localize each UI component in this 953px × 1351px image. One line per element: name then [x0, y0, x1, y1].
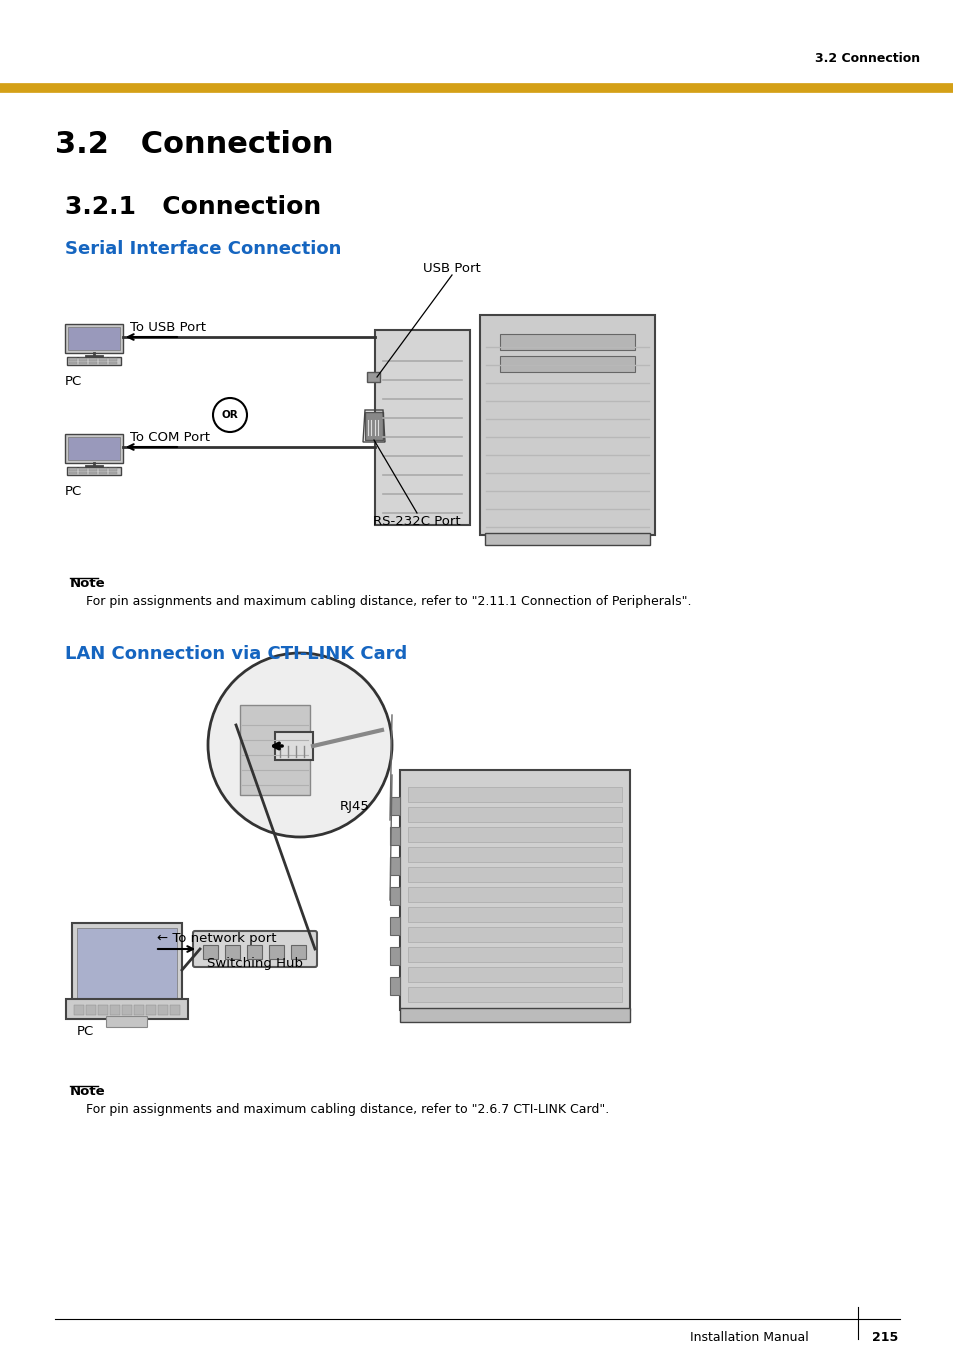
Text: 215: 215 [871, 1331, 898, 1344]
FancyBboxPatch shape [499, 357, 635, 372]
FancyBboxPatch shape [193, 931, 316, 967]
FancyBboxPatch shape [79, 362, 87, 363]
FancyBboxPatch shape [247, 944, 262, 959]
FancyBboxPatch shape [170, 1005, 180, 1015]
FancyBboxPatch shape [74, 1005, 84, 1015]
FancyBboxPatch shape [269, 944, 284, 959]
FancyBboxPatch shape [408, 907, 621, 921]
FancyBboxPatch shape [479, 315, 655, 535]
FancyBboxPatch shape [71, 923, 182, 1005]
Text: Switching Hub: Switching Hub [207, 957, 303, 970]
FancyBboxPatch shape [109, 358, 117, 361]
Text: 3.2   Connection: 3.2 Connection [55, 130, 334, 159]
FancyBboxPatch shape [367, 372, 379, 382]
Text: To USB Port: To USB Port [130, 322, 206, 334]
FancyBboxPatch shape [77, 928, 177, 1000]
FancyBboxPatch shape [122, 1005, 132, 1015]
Text: PC: PC [65, 485, 82, 499]
FancyBboxPatch shape [399, 770, 629, 1011]
Text: USB Port: USB Port [423, 262, 480, 276]
FancyBboxPatch shape [390, 857, 399, 875]
FancyBboxPatch shape [390, 917, 399, 935]
FancyBboxPatch shape [133, 1005, 144, 1015]
FancyBboxPatch shape [408, 807, 621, 821]
FancyBboxPatch shape [109, 467, 117, 470]
FancyBboxPatch shape [408, 927, 621, 942]
Text: 3.2 Connection: 3.2 Connection [814, 51, 919, 65]
Text: Note: Note [70, 577, 106, 590]
FancyBboxPatch shape [408, 788, 621, 802]
FancyBboxPatch shape [79, 471, 87, 474]
FancyBboxPatch shape [69, 362, 77, 363]
FancyBboxPatch shape [390, 797, 399, 815]
Text: RS-232C Port: RS-232C Port [373, 515, 460, 528]
FancyBboxPatch shape [110, 1005, 120, 1015]
FancyBboxPatch shape [65, 324, 123, 353]
Text: For pin assignments and maximum cabling distance, refer to "2.6.7 CTI-LINK Card": For pin assignments and maximum cabling … [70, 1102, 609, 1116]
FancyBboxPatch shape [203, 944, 218, 959]
FancyBboxPatch shape [274, 732, 313, 761]
FancyBboxPatch shape [225, 944, 240, 959]
FancyBboxPatch shape [408, 888, 621, 902]
FancyBboxPatch shape [408, 867, 621, 882]
Text: PC: PC [65, 376, 82, 388]
FancyBboxPatch shape [86, 1005, 96, 1015]
FancyBboxPatch shape [408, 947, 621, 962]
FancyBboxPatch shape [390, 977, 399, 994]
FancyBboxPatch shape [408, 988, 621, 1002]
FancyBboxPatch shape [66, 998, 188, 1019]
FancyBboxPatch shape [99, 467, 107, 470]
FancyBboxPatch shape [291, 944, 306, 959]
FancyBboxPatch shape [67, 467, 121, 476]
FancyBboxPatch shape [240, 705, 310, 794]
FancyBboxPatch shape [390, 947, 399, 965]
FancyBboxPatch shape [68, 327, 120, 350]
FancyBboxPatch shape [408, 827, 621, 842]
FancyBboxPatch shape [365, 412, 382, 440]
FancyBboxPatch shape [146, 1005, 156, 1015]
Text: PC: PC [77, 1025, 94, 1038]
FancyBboxPatch shape [98, 1005, 108, 1015]
FancyBboxPatch shape [69, 471, 77, 474]
FancyBboxPatch shape [67, 357, 121, 365]
FancyBboxPatch shape [65, 434, 123, 463]
FancyBboxPatch shape [69, 358, 77, 361]
FancyBboxPatch shape [499, 334, 635, 350]
Text: For pin assignments and maximum cabling distance, refer to "2.11.1 Connection of: For pin assignments and maximum cabling … [70, 594, 691, 608]
Text: Note: Note [70, 1085, 106, 1098]
FancyBboxPatch shape [69, 467, 77, 470]
FancyBboxPatch shape [79, 358, 87, 361]
FancyBboxPatch shape [158, 1005, 168, 1015]
FancyBboxPatch shape [68, 436, 120, 459]
FancyBboxPatch shape [89, 362, 97, 363]
FancyBboxPatch shape [107, 1016, 148, 1028]
Text: OR: OR [221, 409, 238, 420]
FancyBboxPatch shape [89, 467, 97, 470]
FancyBboxPatch shape [408, 847, 621, 862]
Text: RJ45: RJ45 [339, 800, 370, 813]
FancyBboxPatch shape [375, 330, 470, 526]
FancyBboxPatch shape [408, 967, 621, 982]
Circle shape [213, 399, 247, 432]
FancyBboxPatch shape [99, 362, 107, 363]
FancyBboxPatch shape [484, 534, 649, 544]
FancyBboxPatch shape [399, 1008, 629, 1021]
FancyBboxPatch shape [99, 471, 107, 474]
Text: 3.2.1   Connection: 3.2.1 Connection [65, 195, 321, 219]
FancyBboxPatch shape [89, 471, 97, 474]
FancyBboxPatch shape [99, 358, 107, 361]
FancyBboxPatch shape [79, 467, 87, 470]
Text: ← To network port: ← To network port [157, 932, 276, 944]
FancyBboxPatch shape [89, 358, 97, 361]
Text: To COM Port: To COM Port [130, 431, 210, 444]
FancyBboxPatch shape [390, 827, 399, 844]
Circle shape [208, 653, 392, 838]
Text: LAN Connection via CTI-LINK Card: LAN Connection via CTI-LINK Card [65, 644, 407, 663]
Text: Serial Interface Connection: Serial Interface Connection [65, 240, 341, 258]
FancyBboxPatch shape [109, 362, 117, 363]
FancyBboxPatch shape [390, 888, 399, 905]
FancyBboxPatch shape [109, 471, 117, 474]
Text: Installation Manual: Installation Manual [689, 1331, 808, 1344]
